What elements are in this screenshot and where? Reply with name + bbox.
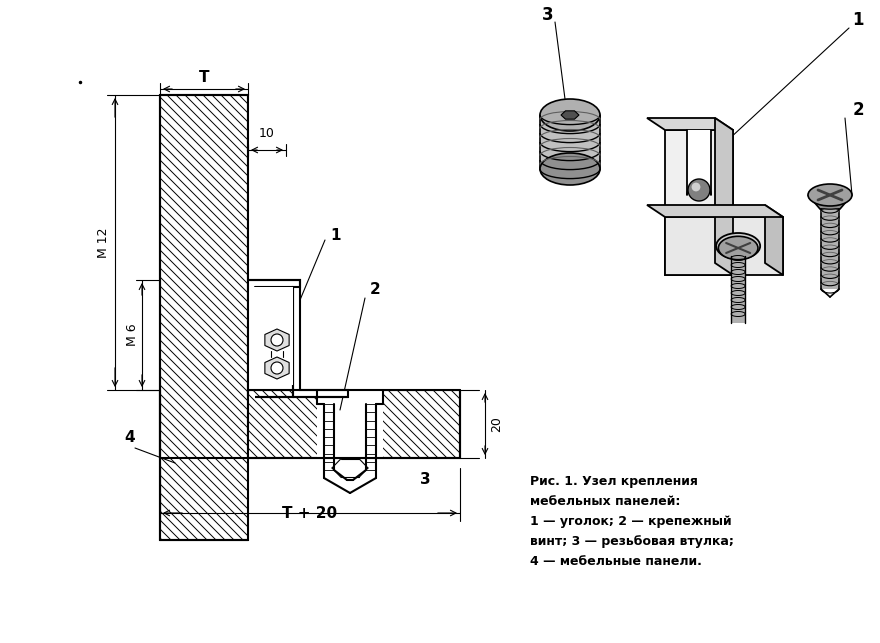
Text: 20: 20 bbox=[490, 416, 503, 432]
Polygon shape bbox=[265, 357, 290, 379]
Polygon shape bbox=[248, 390, 460, 458]
Polygon shape bbox=[665, 217, 783, 275]
Ellipse shape bbox=[540, 153, 600, 185]
Text: винт; 3 — резьбовая втулка;: винт; 3 — резьбовая втулка; bbox=[530, 535, 734, 548]
Text: T: T bbox=[199, 70, 209, 85]
Text: мебельных панелей:: мебельных панелей: bbox=[530, 495, 680, 508]
Polygon shape bbox=[160, 95, 248, 540]
Polygon shape bbox=[715, 118, 733, 275]
Text: 4 — мебельные панели.: 4 — мебельные панели. bbox=[530, 555, 702, 568]
Bar bbox=[317, 390, 383, 458]
Ellipse shape bbox=[540, 99, 600, 131]
Text: 2: 2 bbox=[370, 282, 381, 298]
Bar bbox=[248, 95, 480, 390]
Polygon shape bbox=[665, 130, 733, 275]
Circle shape bbox=[271, 362, 283, 374]
Text: 10: 10 bbox=[259, 127, 275, 140]
Ellipse shape bbox=[808, 184, 852, 206]
Polygon shape bbox=[248, 280, 348, 397]
Circle shape bbox=[692, 183, 700, 192]
Text: 3: 3 bbox=[542, 6, 554, 24]
Polygon shape bbox=[808, 195, 852, 209]
Text: Рис. 1. Узел крепления: Рис. 1. Узел крепления bbox=[530, 475, 698, 488]
Text: 1: 1 bbox=[852, 11, 864, 29]
Bar bbox=[248, 287, 293, 385]
Polygon shape bbox=[647, 118, 733, 130]
Ellipse shape bbox=[718, 236, 758, 260]
Text: 1: 1 bbox=[330, 228, 341, 242]
Bar bbox=[540, 115, 600, 169]
Ellipse shape bbox=[716, 233, 760, 259]
Text: 4: 4 bbox=[125, 431, 136, 446]
Polygon shape bbox=[731, 256, 745, 323]
Ellipse shape bbox=[726, 239, 751, 253]
Polygon shape bbox=[647, 205, 783, 217]
Text: 3: 3 bbox=[420, 473, 430, 487]
Text: M 12: M 12 bbox=[97, 227, 110, 258]
Text: 2: 2 bbox=[852, 101, 864, 119]
Text: 1 — уголок; 2 — крепежный: 1 — уголок; 2 — крепежный bbox=[530, 515, 731, 528]
Text: T + 20: T + 20 bbox=[282, 505, 338, 520]
Text: M 6: M 6 bbox=[126, 323, 139, 347]
Polygon shape bbox=[765, 205, 783, 275]
Polygon shape bbox=[265, 329, 290, 351]
Circle shape bbox=[271, 334, 283, 346]
Polygon shape bbox=[687, 130, 711, 195]
Circle shape bbox=[688, 179, 710, 201]
Polygon shape bbox=[821, 209, 839, 289]
Polygon shape bbox=[561, 111, 579, 119]
